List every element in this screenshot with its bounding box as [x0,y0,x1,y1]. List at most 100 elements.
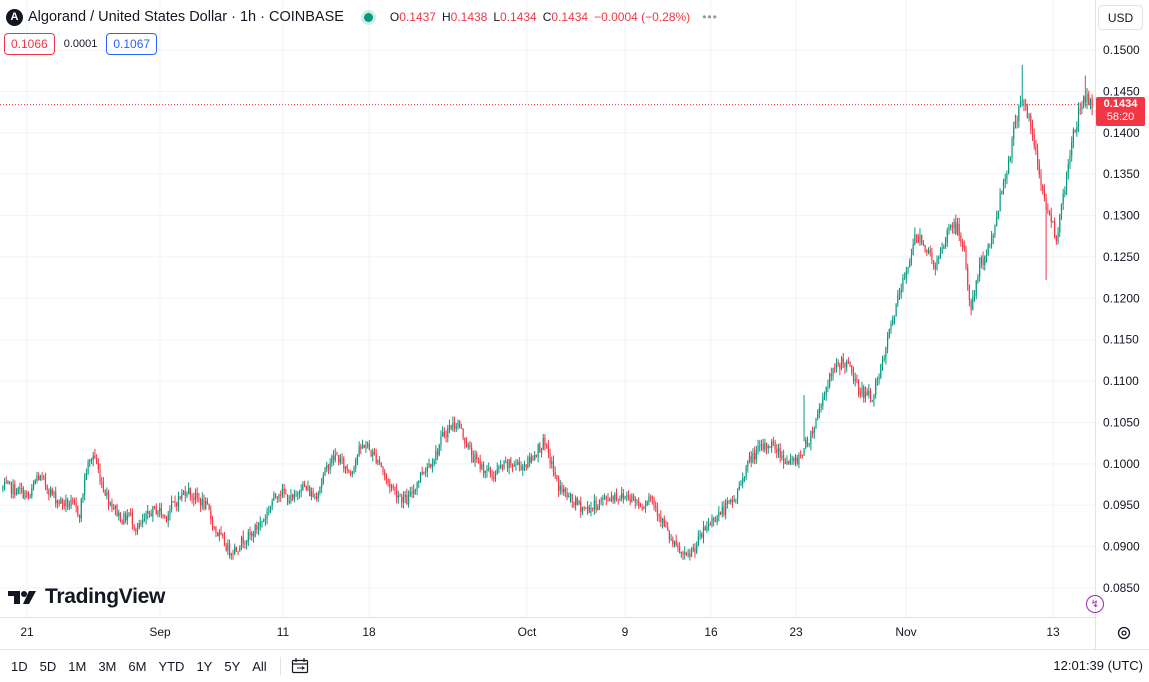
candle-body [46,485,48,491]
candle-body [107,492,110,505]
candle-body [467,444,469,447]
candle-body [453,422,456,429]
range-ytd-button[interactable]: YTD [158,658,185,674]
candle-body [765,442,768,449]
candle-body [94,455,96,459]
date-range-icon[interactable] [291,657,311,675]
tradingview-logo[interactable]: TradingView [8,585,165,609]
candle-body [290,494,292,502]
candle-body [852,372,855,382]
candle-body [14,484,16,496]
buy-price-button[interactable]: 0.1067 [106,33,158,55]
symbol-title[interactable]: Algorand / United States Dollar · 1h · C… [28,9,344,25]
more-options-icon[interactable]: ••• [702,10,718,24]
candle-body [655,505,657,508]
range-1y-button[interactable]: 1Y [196,658,213,674]
candle-body [215,527,217,533]
candle-body [566,492,568,498]
ohlc-open-key: O [389,10,400,24]
candle-body [1057,232,1059,242]
candle-body [196,492,198,499]
candle-body [119,512,122,523]
candle-body [776,449,778,453]
candle-body [203,498,205,509]
range-5y-button[interactable]: 5Y [224,658,241,674]
market-status-icon[interactable] [363,12,373,22]
candle-body [61,498,64,504]
candle-body [750,455,752,463]
candle-body [38,475,40,481]
candle-body [150,513,152,517]
candle-body [285,493,287,495]
range-1d-button[interactable]: 1D [11,658,28,674]
candle-body [685,552,688,555]
candle-body [627,495,630,499]
candle-body [303,483,306,487]
price-tick-label: 0.1000 [1103,457,1140,471]
ohlc-high-key: H [441,10,451,24]
candle-body [193,497,195,500]
candle-body [477,458,480,460]
candle-body [1023,100,1025,105]
range-1m-button[interactable]: 1M [68,658,87,674]
candle-body [917,235,919,243]
ohlc-open-value: 0.1437 [399,10,436,24]
range-3m-button[interactable]: 3M [98,658,117,674]
currency-select-button[interactable]: USD [1098,5,1143,30]
candle-body [926,249,928,253]
candle-body [498,466,500,469]
candle-body [102,483,105,491]
candlestick-chart[interactable]: 0.1500 0.1450 0.1400 0.1350 0.1300 0.1250 0.12… [0,0,1149,649]
candle-body [39,476,41,481]
gear-icon[interactable] [1116,625,1132,641]
candle-body [84,479,86,495]
candle-body [692,547,694,551]
candle-body [157,511,159,515]
time-tick-label: Oct [518,625,537,639]
candle-body [924,245,926,250]
candle-body [977,277,979,281]
candle-body [786,460,788,464]
candle-body [617,498,619,500]
candle-body [87,461,89,474]
candle-body [140,523,142,524]
candle-body [385,475,388,480]
candle-body [871,400,873,402]
candle-body [609,500,611,502]
candle-body [747,460,749,467]
candle-body [748,455,751,461]
range-all-button[interactable]: All [252,658,267,674]
event-marker-icon[interactable]: ↯ [1086,595,1104,613]
candle-body [677,545,679,548]
candle-body [1077,108,1080,128]
candle-body [851,365,853,373]
candle-body [1052,221,1054,223]
candle-body [3,482,6,488]
range-5d-button[interactable]: 5D [39,658,57,674]
candle-body [556,475,558,479]
candle-body [169,509,171,515]
candle-body [147,511,149,514]
candle-body [235,547,237,552]
candle-body [286,494,289,503]
candle-body [955,221,957,234]
candle-body [399,495,401,497]
candle-body [288,501,290,503]
candle-body [813,428,815,434]
candle-body [721,506,723,514]
candle-body [82,494,84,500]
utc-time-readout[interactable]: 12:01:39 (UTC) [1053,658,1143,673]
price-tick-label: 0.1450 [1103,84,1140,98]
candle-body [593,500,595,509]
sell-price-button[interactable]: 0.1066 [4,33,55,55]
candle-body [96,458,98,464]
candle-body [815,418,817,429]
range-6m-button[interactable]: 6M [128,658,147,674]
candle-body [735,499,737,501]
candle-body [153,506,156,507]
candle-body [961,242,964,247]
candle-body [973,294,976,297]
candle-body [220,532,222,535]
candle-body [500,465,502,467]
candle-body [2,487,4,489]
